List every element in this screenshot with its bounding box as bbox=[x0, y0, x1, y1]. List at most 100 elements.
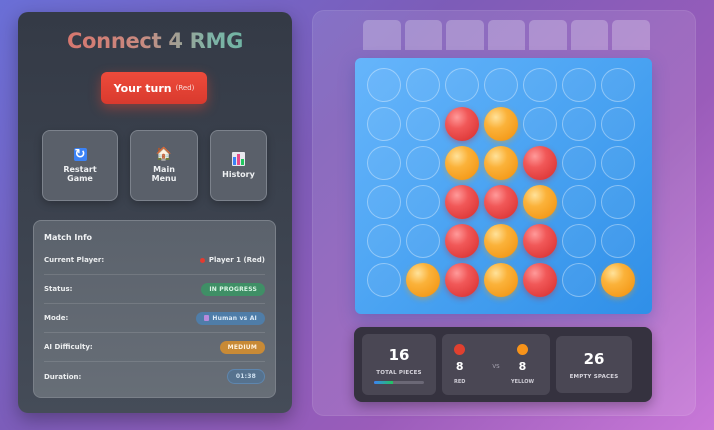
red-piece[interactable] bbox=[445, 263, 479, 297]
red-label: RED bbox=[454, 379, 466, 385]
empty-slot[interactable] bbox=[406, 146, 440, 180]
red-piece[interactable] bbox=[523, 146, 557, 180]
current-player-text: Player 1 (Red) bbox=[208, 256, 265, 264]
main-menu-button[interactable]: 🏠 Main Menu bbox=[130, 130, 198, 201]
game-board-panel: 16 TOTAL PIECES 8 RED VS 8 YELLOW 26 EMP… bbox=[312, 10, 696, 416]
empty-slot[interactable] bbox=[406, 107, 440, 141]
current-player-value: Player 1 (Red) bbox=[199, 256, 265, 264]
total-pieces-value: 16 bbox=[388, 345, 410, 364]
game-board[interactable] bbox=[355, 58, 652, 314]
match-info-card: Match Info Current Player: Player 1 (Red… bbox=[33, 220, 276, 398]
yellow-piece[interactable] bbox=[406, 263, 440, 297]
red-piece[interactable] bbox=[445, 185, 479, 219]
red-piece-icon bbox=[454, 344, 466, 355]
history-button[interactable]: History bbox=[210, 130, 267, 201]
vs-label: VS bbox=[492, 364, 500, 370]
empty-slot[interactable] bbox=[523, 68, 557, 102]
empty-slot[interactable] bbox=[367, 146, 401, 180]
yellow-label: YELLOW bbox=[511, 379, 534, 385]
robot-icon bbox=[204, 315, 210, 321]
yellow-piece[interactable] bbox=[523, 185, 557, 219]
column-drop-buttons bbox=[363, 20, 650, 50]
empty-slot[interactable] bbox=[562, 146, 596, 180]
total-pieces-stat: 16 TOTAL PIECES bbox=[362, 334, 436, 395]
yellow-piece[interactable] bbox=[484, 107, 518, 141]
empty-slot[interactable] bbox=[562, 107, 596, 141]
empty-slot[interactable] bbox=[406, 68, 440, 102]
house-icon: 🏠 bbox=[155, 146, 173, 162]
menu-label-1: Main bbox=[153, 164, 175, 174]
empty-slot[interactable] bbox=[445, 68, 479, 102]
red-piece[interactable] bbox=[445, 224, 479, 258]
current-player-label: Current Player: bbox=[44, 256, 105, 264]
empty-slot[interactable] bbox=[367, 107, 401, 141]
info-row-duration: Duration: 01:38 bbox=[44, 362, 265, 391]
mode-badge: Human vs AI bbox=[196, 311, 265, 325]
drop-column-4-button[interactable] bbox=[487, 20, 525, 50]
turn-player: (Red) bbox=[175, 84, 195, 92]
restart-icon: ↻ bbox=[73, 146, 87, 162]
menu-label-2: Menu bbox=[151, 174, 177, 183]
yellow-piece[interactable] bbox=[484, 263, 518, 297]
empty-slot[interactable] bbox=[562, 263, 596, 297]
duration-badge: 01:38 bbox=[226, 369, 265, 384]
info-row-status: Status: IN PROGRESS bbox=[44, 275, 265, 304]
empty-slot[interactable] bbox=[367, 185, 401, 219]
empty-slot[interactable] bbox=[601, 224, 635, 258]
empty-slot[interactable] bbox=[406, 224, 440, 258]
status-label: Status: bbox=[44, 285, 73, 293]
red-dot-icon bbox=[199, 257, 205, 263]
red-piece[interactable] bbox=[484, 185, 518, 219]
yellow-count: 8 bbox=[518, 360, 527, 373]
difficulty-badge: MEDIUM bbox=[219, 340, 265, 354]
info-row-mode: Mode: Human vs AI bbox=[44, 304, 265, 333]
turn-indicator: Your turn (Red) bbox=[101, 72, 207, 104]
status-badge: IN PROGRESS bbox=[201, 282, 265, 296]
stats-bar: 16 TOTAL PIECES 8 RED VS 8 YELLOW 26 EMP… bbox=[354, 327, 652, 402]
empty-slot[interactable] bbox=[523, 107, 557, 141]
drop-column-1-button[interactable] bbox=[363, 20, 401, 50]
ai-difficulty-label: AI Difficulty: bbox=[44, 343, 93, 351]
empty-slot[interactable] bbox=[484, 68, 518, 102]
drop-column-6-button[interactable] bbox=[570, 20, 608, 50]
empty-slot[interactable] bbox=[601, 107, 635, 141]
red-count: 8 bbox=[455, 360, 464, 373]
drop-column-5-button[interactable] bbox=[529, 20, 567, 50]
drop-column-3-button[interactable] bbox=[446, 20, 484, 50]
red-piece[interactable] bbox=[445, 107, 479, 141]
empty-spaces-stat: 26 EMPTY SPACES bbox=[556, 336, 632, 393]
red-piece[interactable] bbox=[523, 224, 557, 258]
empty-slot[interactable] bbox=[601, 185, 635, 219]
duration-label: Duration: bbox=[44, 372, 82, 381]
empty-slot[interactable] bbox=[406, 185, 440, 219]
empty-slot[interactable] bbox=[601, 146, 635, 180]
red-piece[interactable] bbox=[523, 263, 557, 297]
yellow-piece[interactable] bbox=[601, 263, 635, 297]
total-pieces-label: TOTAL PIECES bbox=[376, 369, 422, 376]
bar-chart-icon bbox=[232, 151, 245, 166]
drop-column-2-button[interactable] bbox=[404, 20, 442, 50]
drop-column-7-button[interactable] bbox=[612, 20, 650, 50]
yellow-piece[interactable] bbox=[484, 146, 518, 180]
mode-text: Human vs AI bbox=[212, 314, 257, 322]
empty-spaces-value: 26 bbox=[583, 349, 605, 368]
empty-slot[interactable] bbox=[367, 68, 401, 102]
mode-label: Mode: bbox=[44, 314, 69, 322]
restart-game-button[interactable]: ↻ Restart Game bbox=[42, 130, 118, 201]
empty-slot[interactable] bbox=[562, 185, 596, 219]
turn-label: Your turn bbox=[113, 81, 172, 95]
info-row-current-player: Current Player: Player 1 (Red) bbox=[44, 246, 265, 275]
match-info-title: Match Info bbox=[44, 233, 93, 242]
yellow-piece-icon bbox=[517, 344, 528, 355]
yellow-piece[interactable] bbox=[484, 224, 518, 258]
empty-slot[interactable] bbox=[367, 224, 401, 258]
empty-slot[interactable] bbox=[562, 68, 596, 102]
empty-slot[interactable] bbox=[562, 224, 596, 258]
empty-spaces-label: EMPTY SPACES bbox=[569, 373, 619, 380]
game-control-panel: Connect 4 RMG Your turn (Red) ↻ Restart … bbox=[18, 12, 292, 413]
restart-label-1: Restart bbox=[63, 164, 97, 174]
empty-slot[interactable] bbox=[601, 68, 635, 102]
red-count-col: 8 RED bbox=[454, 344, 465, 385]
yellow-piece[interactable] bbox=[445, 146, 479, 180]
empty-slot[interactable] bbox=[367, 263, 401, 297]
